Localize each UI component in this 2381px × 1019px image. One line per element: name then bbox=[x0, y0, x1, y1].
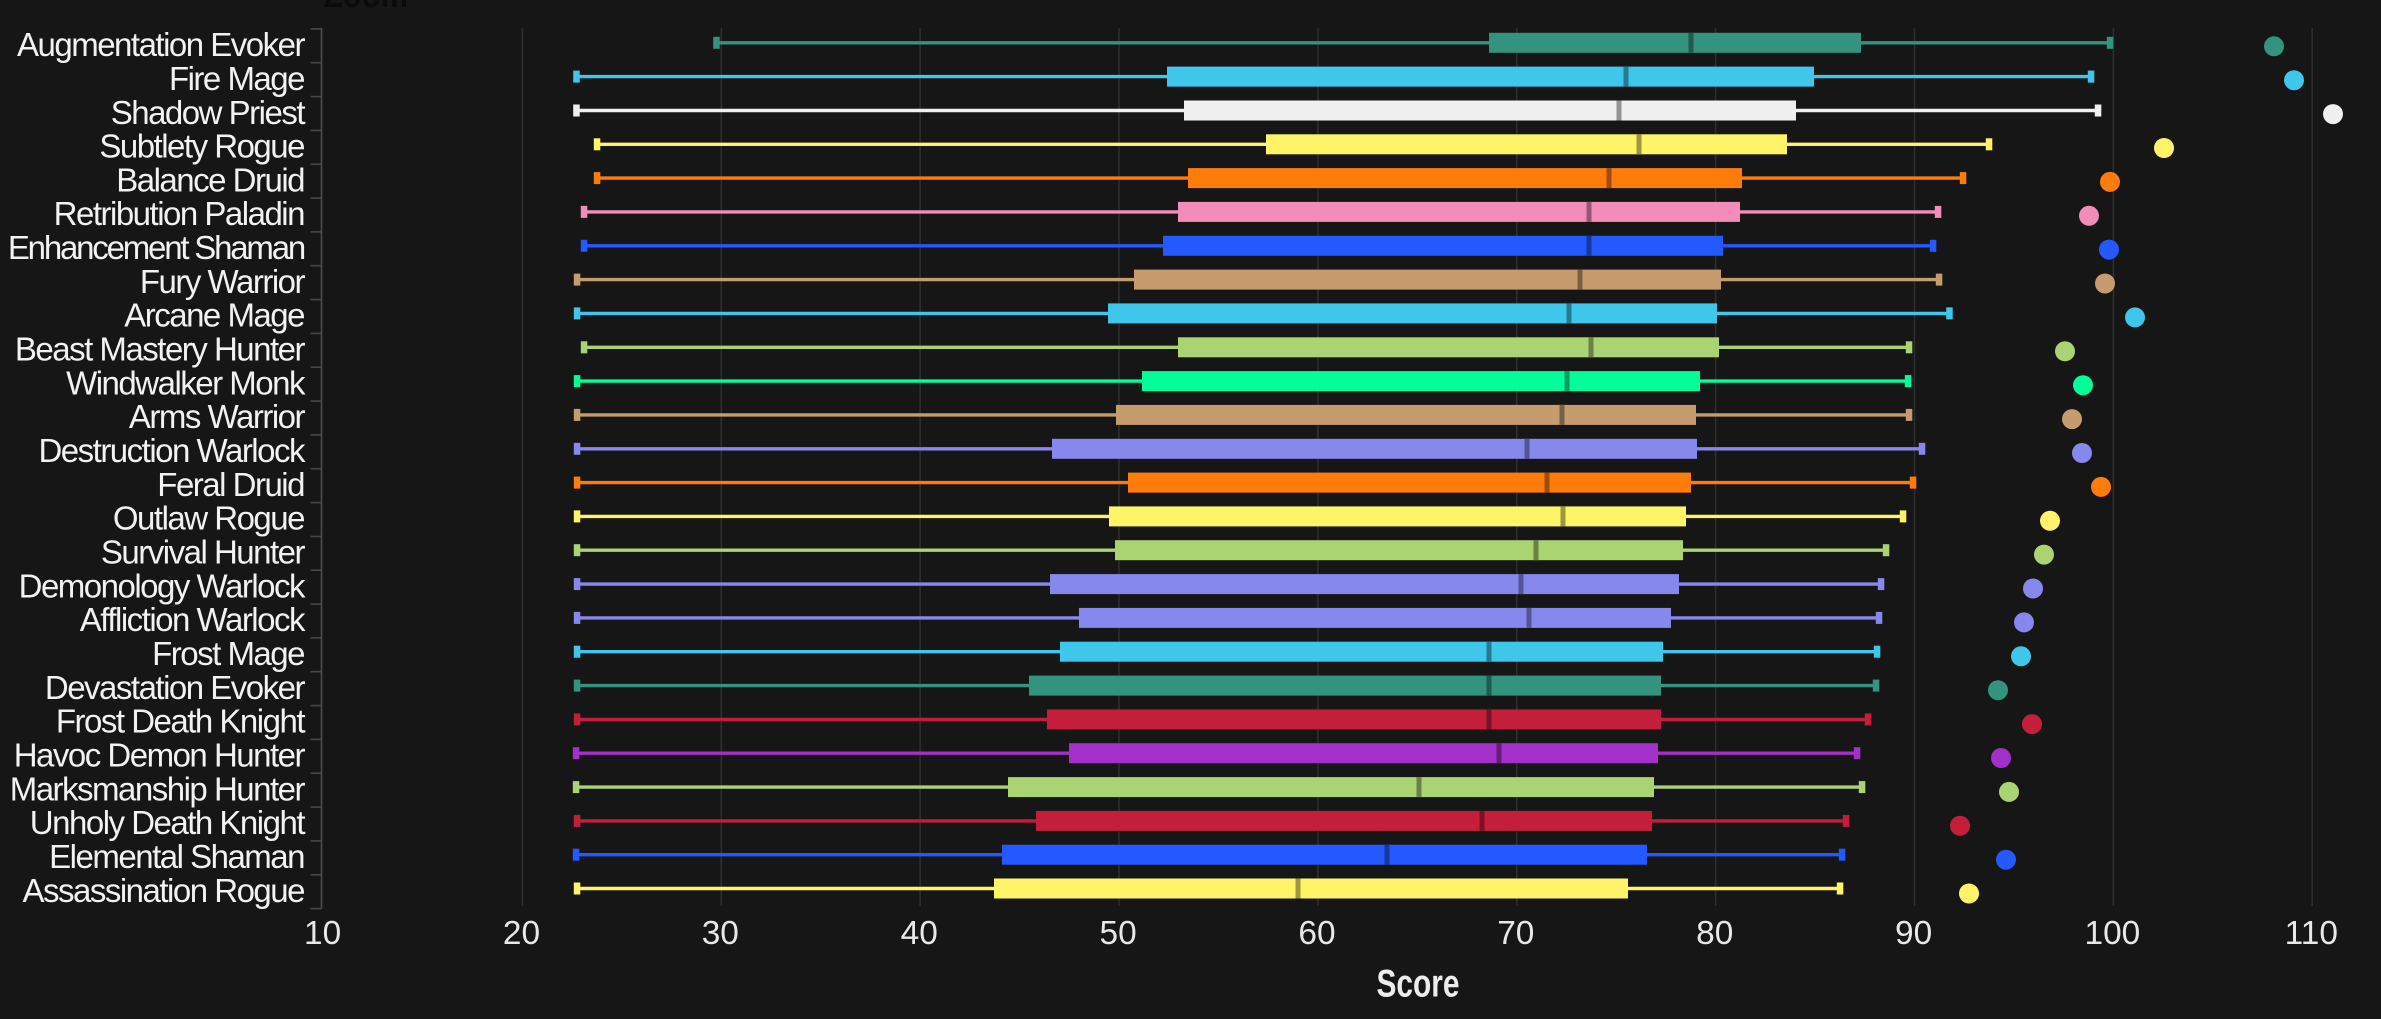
svg-text:50: 50 bbox=[1100, 915, 1137, 952]
svg-text:10: 10 bbox=[304, 915, 341, 952]
svg-text:Shadow Priest: Shadow Priest bbox=[111, 94, 306, 131]
svg-text:Balance Druid: Balance Druid bbox=[116, 161, 304, 198]
svg-text:Feral Druid: Feral Druid bbox=[157, 466, 304, 503]
svg-text:Augmentation Evoker: Augmentation Evoker bbox=[17, 26, 306, 63]
svg-text:Enhancement Shaman: Enhancement Shaman bbox=[8, 229, 305, 266]
svg-text:Frost Death Knight: Frost Death Knight bbox=[56, 703, 305, 740]
svg-text:Subtlety Rogue: Subtlety Rogue bbox=[99, 128, 304, 165]
svg-text:80: 80 bbox=[1696, 915, 1733, 952]
svg-text:Devastation Evoker: Devastation Evoker bbox=[45, 669, 306, 706]
svg-text:Affliction Warlock: Affliction Warlock bbox=[80, 601, 306, 638]
svg-text:Fury Warrior: Fury Warrior bbox=[140, 263, 306, 300]
svg-text:Arms Warrior: Arms Warrior bbox=[129, 398, 306, 435]
svg-text:20: 20 bbox=[503, 915, 540, 952]
svg-text:Destruction Warlock: Destruction Warlock bbox=[38, 432, 306, 469]
svg-text:Beast Mastery Hunter: Beast Mastery Hunter bbox=[15, 331, 306, 368]
svg-text:30: 30 bbox=[702, 915, 739, 952]
svg-text:Arcane Mage: Arcane Mage bbox=[124, 297, 304, 334]
svg-text:Havoc Demon Hunter: Havoc Demon Hunter bbox=[14, 737, 306, 774]
svg-text:Survival Hunter: Survival Hunter bbox=[101, 534, 306, 571]
svg-text:Zoom: Zoom bbox=[324, 0, 408, 16]
svg-text:Fire Mage: Fire Mage bbox=[169, 60, 304, 97]
svg-text:100: 100 bbox=[2085, 915, 2141, 952]
svg-text:Frost Mage: Frost Mage bbox=[152, 635, 304, 672]
svg-text:60: 60 bbox=[1298, 915, 1335, 952]
svg-text:Retribution Paladin: Retribution Paladin bbox=[54, 195, 304, 232]
svg-text:70: 70 bbox=[1497, 915, 1534, 952]
svg-text:Windwalker Monk: Windwalker Monk bbox=[66, 364, 306, 401]
svg-text:Score: Score bbox=[1377, 963, 1460, 1006]
svg-text:Elemental Shaman: Elemental Shaman bbox=[49, 838, 304, 875]
svg-text:40: 40 bbox=[901, 915, 938, 952]
svg-text:Outlaw Rogue: Outlaw Rogue bbox=[113, 500, 304, 537]
svg-text:Assassination Rogue: Assassination Rogue bbox=[22, 872, 304, 909]
svg-text:Marksmanship Hunter: Marksmanship Hunter bbox=[10, 770, 306, 807]
svg-text:Unholy Death Knight: Unholy Death Knight bbox=[30, 804, 306, 841]
svg-text:90: 90 bbox=[1895, 915, 1932, 952]
svg-text:Demonology Warlock: Demonology Warlock bbox=[19, 567, 306, 604]
svg-text:110: 110 bbox=[2285, 915, 2338, 952]
